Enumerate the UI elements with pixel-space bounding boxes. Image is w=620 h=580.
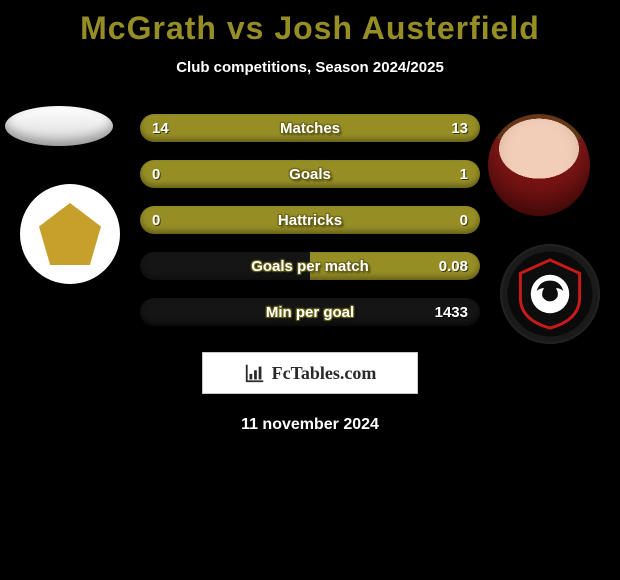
page-title: McGrath vs Josh Austerfield: [0, 0, 620, 47]
player-right-avatar: [488, 114, 590, 216]
club-right-badge: [500, 244, 600, 344]
stat-bars: Matches1413Goals01Hattricks00Goals per m…: [140, 114, 480, 344]
fctables-branding[interactable]: FcTables.com: [202, 352, 418, 394]
branding-label: FcTables.com: [272, 363, 377, 384]
stat-value-left: 0: [152, 206, 160, 234]
player-left-avatar: [5, 106, 113, 146]
stat-value-right: 0.08: [439, 252, 468, 280]
stat-bar: Matches14 13: [140, 114, 480, 142]
stat-value-left: 0: [152, 160, 160, 188]
stat-value-right: 0: [460, 206, 468, 234]
stat-bar: Goals0 1: [140, 160, 480, 188]
stat-bar: Goals per match0.08: [140, 252, 480, 280]
stat-bar: Hattricks0 0: [140, 206, 480, 234]
stat-value-right: 1: [460, 160, 468, 188]
shield-lion-icon: [513, 257, 587, 331]
stat-value-right: 1433: [435, 298, 468, 326]
stat-label: Hattricks: [140, 206, 480, 234]
stat-label: Goals per match: [140, 252, 480, 280]
stat-label: Min per goal: [140, 298, 480, 326]
stat-label: Matches: [140, 114, 480, 142]
stat-bar: Min per goal1433: [140, 298, 480, 326]
bar-chart-icon: [244, 362, 266, 384]
subtitle: Club competitions, Season 2024/2025: [0, 59, 620, 76]
stat-value-right: 13: [451, 114, 468, 142]
club-left-badge: [20, 184, 120, 284]
stat-value-left: 14: [152, 114, 169, 142]
stat-label: Goals: [140, 160, 480, 188]
comparison-date: 11 november 2024: [0, 416, 620, 434]
